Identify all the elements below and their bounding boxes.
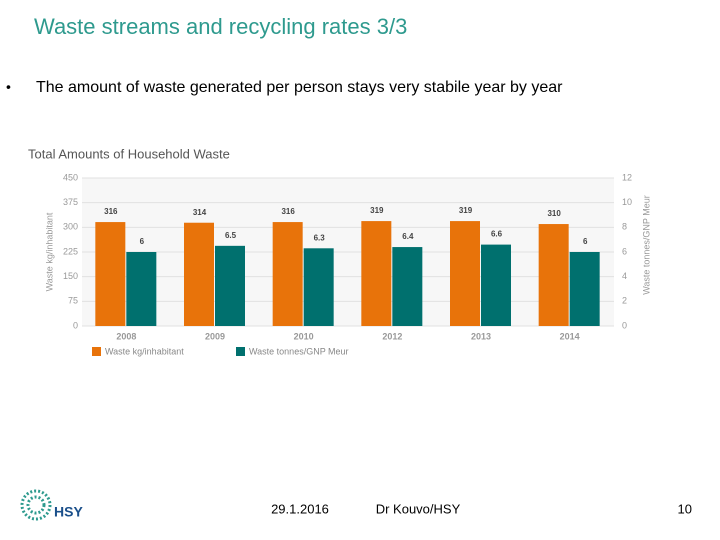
bar (450, 221, 480, 326)
logo: HSY (20, 489, 83, 521)
data-label: 6.3 (314, 233, 326, 242)
bar (215, 245, 245, 326)
data-label: 310 (547, 209, 561, 218)
y-tick-label: 225 (63, 246, 78, 256)
y-tick-label: 450 (63, 172, 78, 182)
data-label: 6.5 (225, 231, 237, 240)
data-label: 314 (193, 208, 207, 217)
bullet-mark: • (6, 79, 11, 95)
x-tick-label: 2012 (382, 331, 402, 341)
y-axis-label: Waste kg/inhabitant (44, 212, 54, 291)
data-label: 316 (281, 207, 295, 216)
legend-label: Waste kg/inhabitant (105, 346, 184, 356)
y-tick-label: 0 (73, 320, 78, 330)
y2-tick-label: 12 (622, 172, 632, 182)
x-tick-label: 2014 (560, 331, 580, 341)
y2-tick-label: 2 (622, 296, 627, 306)
data-label: 6.6 (491, 230, 503, 239)
legend-swatch (236, 347, 245, 356)
x-tick-label: 2010 (294, 331, 314, 341)
y-tick-label: 300 (63, 222, 78, 232)
slide-title: Waste streams and recycling rates 3/3 (34, 14, 407, 39)
y2-tick-label: 10 (622, 197, 632, 207)
author: Dr Kouvo/HSY (376, 501, 461, 516)
y2-axis-label: Waste tonnes/GNP Meur (641, 195, 651, 295)
x-tick-label: 2013 (471, 331, 491, 341)
legend-swatch (92, 347, 101, 356)
bullet-text: The amount of waste generated per person… (36, 79, 563, 96)
data-label: 6.4 (402, 232, 414, 241)
y2-tick-label: 8 (622, 222, 627, 232)
data-label: 316 (104, 207, 118, 216)
bar (538, 224, 569, 326)
bar (361, 221, 392, 326)
bar (126, 252, 157, 326)
bar (481, 244, 511, 326)
logo-ring (26, 495, 46, 515)
y-tick-label: 375 (63, 197, 78, 207)
bar (95, 222, 126, 326)
data-label: 319 (370, 206, 384, 215)
data-label: 6 (583, 237, 588, 246)
bar (272, 222, 303, 326)
page-number: 10 (678, 501, 692, 516)
y-tick-label: 75 (68, 296, 78, 306)
data-label: 319 (459, 206, 473, 215)
y-tick-label: 150 (63, 271, 78, 281)
y2-tick-label: 4 (622, 271, 627, 281)
bar (303, 248, 334, 326)
x-tick-label: 2009 (205, 331, 225, 341)
chart-title: Total Amounts of Household Waste (28, 146, 230, 161)
bar (392, 247, 423, 326)
bar (569, 252, 600, 326)
bar (184, 222, 214, 326)
y2-tick-label: 6 (622, 246, 627, 256)
date: 29.1.2016 (271, 501, 329, 516)
x-tick-label: 2008 (116, 331, 136, 341)
data-label: 6 (140, 237, 145, 246)
y2-tick-label: 0 (622, 320, 627, 330)
legend-label: Waste tonnes/GNP Meur (249, 346, 349, 356)
logo-text: HSY (54, 504, 83, 520)
logo-ring (20, 489, 52, 521)
